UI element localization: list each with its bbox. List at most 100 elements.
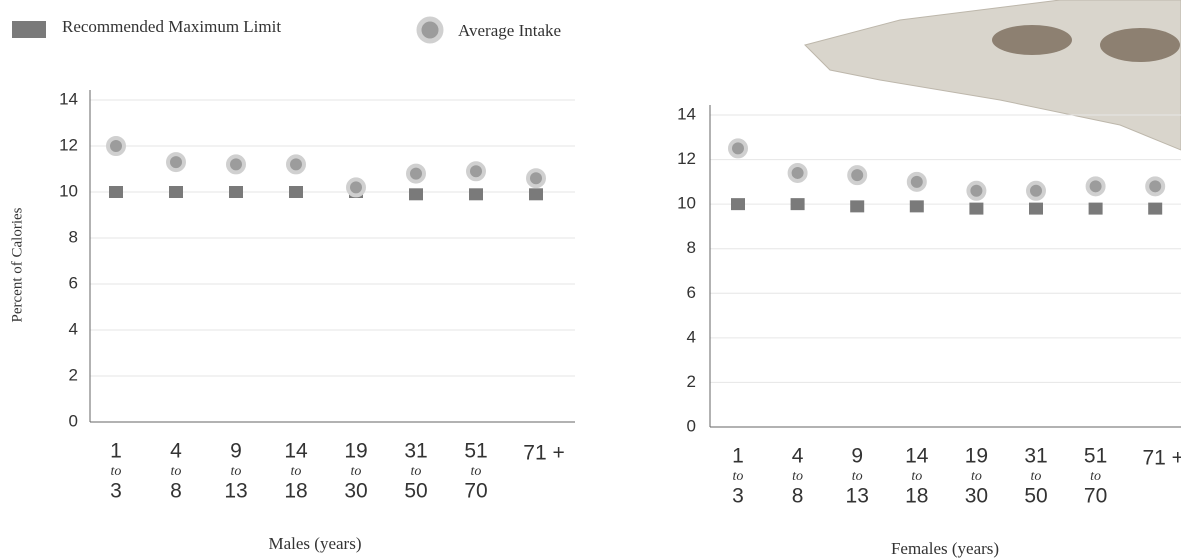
x-tick-label: to [351,464,362,479]
x-tick-label: 18 [284,480,307,503]
x-tick-label: to [1090,469,1101,484]
limit-marker [1088,202,1103,215]
x-tick-label: 13 [846,485,869,508]
x-tick-label: 50 [404,480,427,503]
x-tick-label: 70 [464,480,487,503]
intake-marker [226,154,246,175]
y-tick-label: 0 [687,416,696,435]
intake-marker [1145,176,1166,197]
x-tick-label: 51 [1084,445,1107,468]
legend-marker [416,16,444,44]
x-tick-label: 13 [224,480,247,503]
x-tick-label: 31 [404,440,427,463]
intake-marker [406,163,426,184]
x-axis-label: Females (years) [891,539,999,558]
x-tick-label: to [971,469,982,484]
x-tick-label: 30 [344,480,367,503]
limit-marker [529,188,543,201]
y-tick-label: 4 [687,327,696,346]
x-tick-label: 71 + [1142,447,1181,470]
intake-marker [966,180,987,201]
x-tick-label: to [1031,469,1042,484]
limit-marker [289,186,303,198]
legend-label: Recommended Maximum Limit [62,17,281,36]
limit-marker [469,188,483,201]
limit-marker [409,188,423,201]
x-tick-label: 8 [170,480,182,503]
x-tick-label: 50 [1024,485,1047,508]
limit-marker [731,198,745,211]
limit-marker [909,200,924,213]
x-tick-label: 70 [1084,485,1107,508]
intake-marker [286,154,306,175]
limit-marker [1148,202,1163,215]
y-tick-label: 14 [677,104,696,123]
x-tick-label: to [231,464,242,479]
x-tick-label: 31 [1024,445,1047,468]
intake-marker [106,136,126,156]
x-tick-label: 1 [110,440,122,463]
limit-marker [109,186,123,198]
intake-marker [787,162,808,183]
pizza-decoration [992,25,1072,55]
y-tick-label: 6 [687,283,696,302]
x-tick-label: to [471,464,482,479]
y-tick-label: 12 [677,149,696,168]
intake-marker [1026,180,1046,201]
limit-marker [969,202,984,215]
x-tick-label: 9 [851,445,863,468]
x-tick-label: 14 [905,445,929,468]
x-tick-label: 19 [965,445,988,468]
intake-marker [466,161,486,182]
intake-marker [166,152,186,173]
pizza-decoration [1100,28,1180,62]
y-tick-label: 8 [687,238,696,257]
x-tick-label: 30 [965,485,988,508]
intake-marker [346,177,366,198]
x-tick-label: 1 [732,445,744,468]
x-tick-label: 14 [284,440,308,463]
intake-marker [728,138,748,159]
x-tick-label: to [852,469,863,484]
y-tick-label: 2 [687,372,696,391]
y-tick-label: 6 [69,273,78,292]
legend-label: Average Intake [458,21,561,40]
x-axis-label: Males (years) [269,534,362,553]
x-tick-label: 51 [464,440,487,463]
intake-marker [906,171,927,192]
x-tick-label: to [911,469,922,484]
pizza-decoration [804,0,1181,151]
y-tick-label: 8 [69,227,78,246]
x-tick-label: to [792,469,803,484]
y-axis-label: Percent of Calories [9,207,25,322]
y-tick-label: 10 [677,194,696,213]
x-tick-label: 8 [792,485,804,508]
legend-marker [12,21,46,38]
x-tick-label: 19 [344,440,367,463]
x-tick-label: 18 [905,485,928,508]
y-tick-label: 0 [69,411,78,430]
y-tick-label: 2 [69,365,78,384]
x-tick-label: to [111,464,122,479]
x-tick-label: to [291,464,302,479]
y-tick-label: 14 [59,89,78,108]
x-tick-label: 3 [110,480,122,503]
x-tick-label: 3 [732,485,744,508]
intake-marker [847,165,868,186]
x-tick-label: 9 [230,440,242,463]
x-tick-label: 4 [792,445,804,468]
x-tick-label: to [411,464,422,479]
limit-marker [1029,202,1043,215]
limit-marker [229,186,243,198]
intake-marker [1085,176,1106,197]
y-tick-label: 4 [69,319,78,338]
x-tick-label: 71 + [523,442,564,465]
x-tick-label: 4 [170,440,182,463]
limit-marker [790,198,805,211]
x-tick-label: to [171,464,182,479]
y-tick-label: 12 [59,135,78,154]
limit-marker [850,200,865,213]
y-tick-label: 10 [59,181,78,200]
intake-marker [526,168,546,189]
